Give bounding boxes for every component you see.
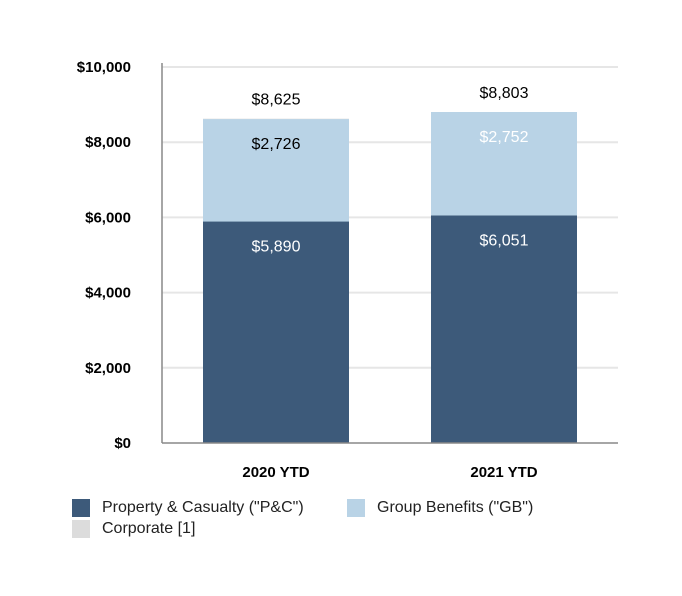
y-tick-label: $8,000: [85, 134, 131, 151]
y-axis-ticks: $0 $2,000 $4,000 $6,000 $8,000 $10,000: [77, 59, 131, 452]
bar-segment: [203, 221, 349, 443]
y-tick-label: $0: [114, 435, 131, 452]
segment-value-label: $5,890: [252, 239, 301, 256]
segment-value-label: $6,051: [480, 232, 529, 249]
x-category-label: 2020 YTD: [242, 464, 309, 481]
legend-swatch-pc: [72, 499, 90, 517]
y-tick-label: $6,000: [85, 209, 131, 226]
legend-label-pc: Property & Casualty ("P&C"): [102, 499, 304, 516]
segment-value-label: $2,752: [480, 129, 529, 146]
total-value-label: $8,625: [252, 92, 301, 109]
legend-swatch-corporate: [72, 520, 90, 538]
bar-segment: [431, 215, 577, 443]
legend-item-pc: Property & Casualty ("P&C"): [72, 499, 304, 517]
bars: [203, 112, 577, 443]
legend-label-corporate: Corporate [1]: [102, 520, 196, 537]
legend-label-gb: Group Benefits ("GB"): [377, 499, 534, 516]
bar-segment: [431, 112, 577, 216]
y-tick-label: $4,000: [85, 285, 131, 302]
legend-item-gb: Group Benefits ("GB"): [347, 499, 533, 517]
y-tick-label: $10,000: [77, 59, 131, 76]
bar-segment: [203, 119, 349, 222]
x-axis-labels: 2020 YTD 2021 YTD: [242, 464, 537, 481]
total-value-label: $8,803: [480, 85, 529, 102]
segment-value-label: $2,726: [252, 136, 301, 153]
y-tick-label: $2,000: [85, 360, 131, 377]
x-category-label: 2021 YTD: [470, 464, 537, 481]
legend-item-corporate: Corporate [1]: [72, 520, 195, 538]
legend-swatch-gb: [347, 499, 365, 517]
data-labels: $5,890 $2,726 $8,625 $6,051 $2,752 $8,803: [252, 85, 529, 256]
